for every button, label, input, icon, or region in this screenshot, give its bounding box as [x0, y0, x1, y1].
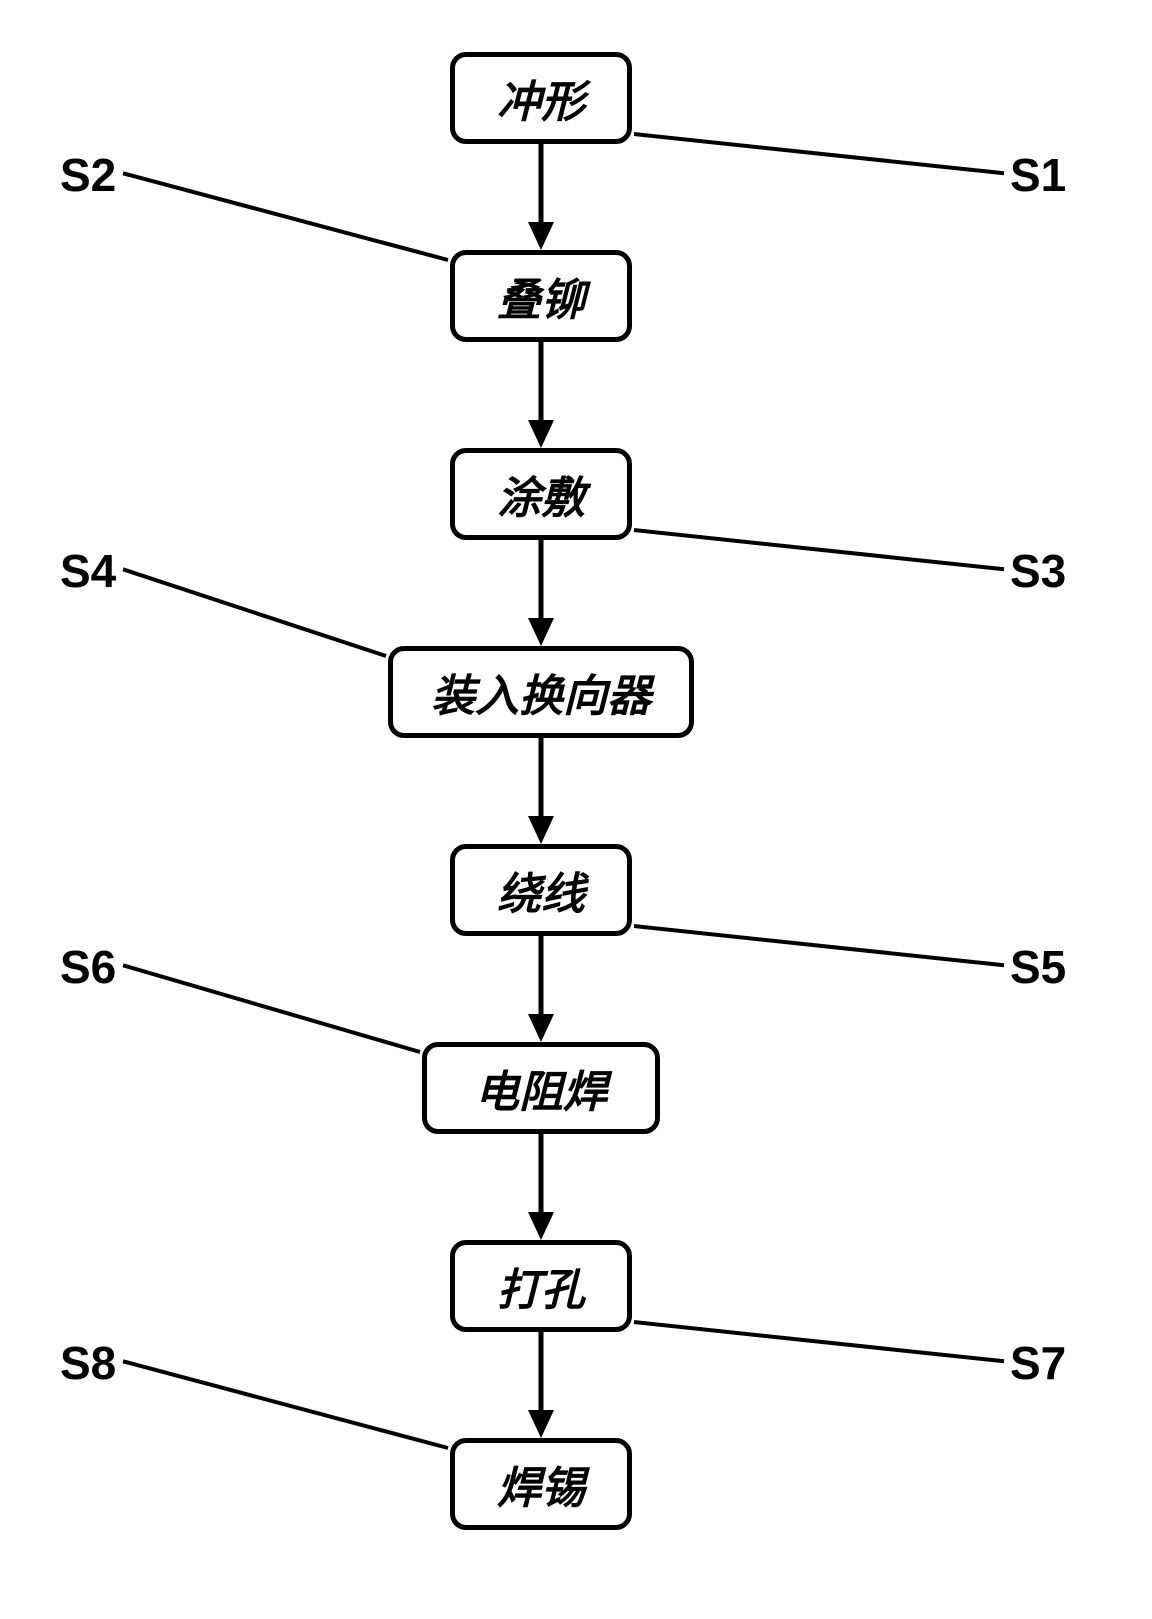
flow-node-n8: 焊锡: [450, 1438, 632, 1530]
flow-node-n6: 电阻焊: [422, 1042, 660, 1134]
flow-node-label: 电阻焊: [475, 1056, 607, 1120]
flow-node-label: 绕线: [497, 858, 585, 922]
flowchart-canvas: 冲形叠铆涂敷装入换向器绕线电阻焊打孔焊锡 S1 S2 S3 S4 S5 S6 S7 S8: [0, 0, 1152, 1619]
step-label-S8: S8: [60, 1336, 116, 1390]
step-label-text: S8: [60, 1337, 116, 1389]
step-label-S6: S6: [60, 940, 116, 994]
step-label-text: S1: [1010, 149, 1066, 201]
step-label-text: S6: [60, 941, 116, 993]
step-label-S1: S1: [1010, 148, 1066, 202]
step-label-S5: S5: [1010, 940, 1066, 994]
step-label-S4: S4: [60, 544, 116, 598]
step-label-S3: S3: [1010, 544, 1066, 598]
flow-node-label: 涂敷: [497, 462, 585, 526]
flow-node-n4: 装入换向器: [388, 646, 694, 738]
flow-node-n7: 打孔: [450, 1240, 632, 1332]
flow-node-label: 焊锡: [497, 1452, 585, 1516]
flow-node-n5: 绕线: [450, 844, 632, 936]
flow-node-label: 冲形: [497, 66, 585, 130]
step-label-text: S7: [1010, 1337, 1066, 1389]
step-label-text: S3: [1010, 545, 1066, 597]
step-label-S2: S2: [60, 148, 116, 202]
step-label-text: S4: [60, 545, 116, 597]
flow-node-n2: 叠铆: [450, 250, 632, 342]
step-label-text: S2: [60, 149, 116, 201]
step-label-text: S5: [1010, 941, 1066, 993]
flow-node-n1: 冲形: [450, 52, 632, 144]
flow-node-n3: 涂敷: [450, 448, 632, 540]
flow-node-label: 装入换向器: [431, 660, 651, 724]
connector-layer: [0, 0, 1152, 1619]
flow-node-label: 叠铆: [497, 264, 585, 328]
flow-node-label: 打孔: [497, 1254, 585, 1318]
step-label-S7: S7: [1010, 1336, 1066, 1390]
